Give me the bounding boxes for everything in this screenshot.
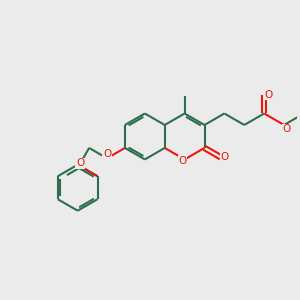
Text: O: O xyxy=(76,158,84,168)
Text: O: O xyxy=(264,90,272,100)
Text: O: O xyxy=(178,156,186,166)
Text: O: O xyxy=(282,124,290,134)
Text: O: O xyxy=(220,152,229,162)
Text: O: O xyxy=(103,149,111,159)
